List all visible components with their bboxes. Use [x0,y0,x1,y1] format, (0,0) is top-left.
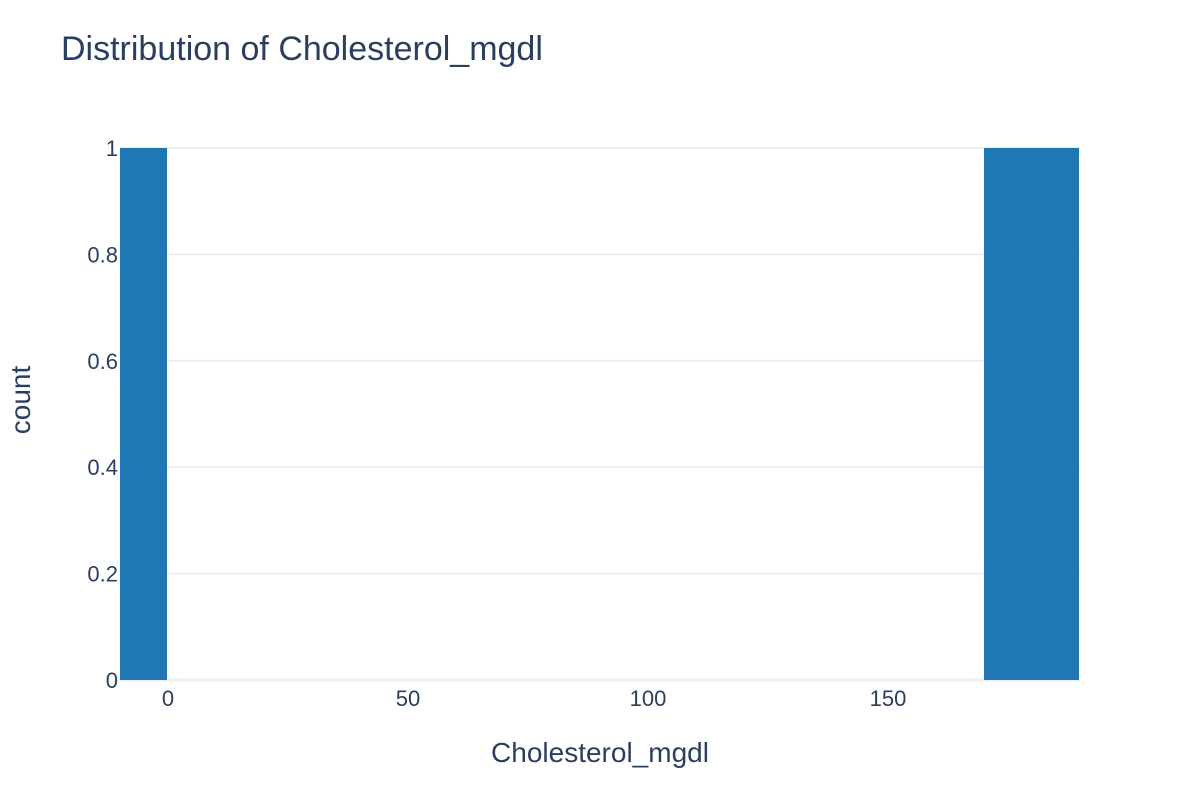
grid-layer [120,147,1080,682]
x-tick-label: 50 [396,686,420,711]
y-tick-label: 0 [106,668,118,693]
x-tick-label: 0 [162,686,174,711]
y-tick-label: 0.8 [87,242,118,267]
y-tick-label: 1 [106,136,118,161]
y-ticks-layer: 0 0.2 0.4 0.6 0.8 1 [87,136,118,693]
y-tick-label: 0.4 [87,455,118,480]
x-ticks-layer: 0 50 100 150 [162,686,906,711]
x-tick-label: 150 [870,686,907,711]
x-axis-label: Cholesterol_mgdl [491,737,709,768]
y-tick-label: 0.6 [87,349,118,374]
y-axis-label: count [5,366,36,435]
histogram-bar [120,148,167,680]
bars-layer [120,148,1079,680]
x-tick-label: 100 [630,686,667,711]
histogram-bar [984,148,1079,680]
chart-title: Distribution of Cholesterol_mgdl [61,30,543,68]
y-tick-label: 0.2 [87,562,118,587]
